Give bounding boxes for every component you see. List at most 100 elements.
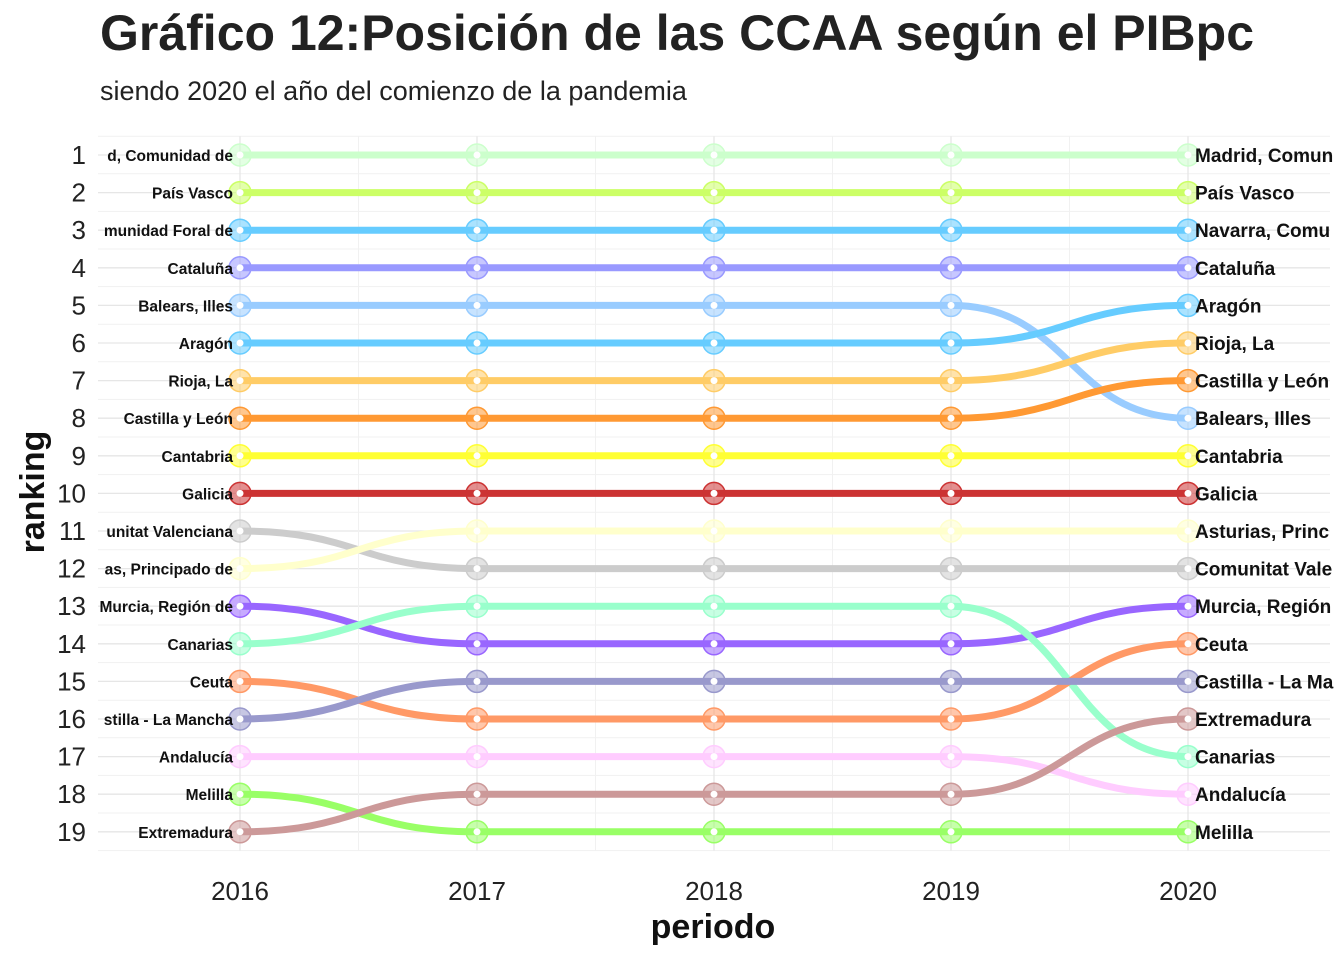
data-point [939, 406, 963, 430]
end-label: Canarias [1195, 748, 1275, 769]
end-label: Asturias, Princ [1195, 522, 1330, 543]
start-label: Castilla y León [124, 411, 233, 428]
data-point [939, 218, 963, 242]
data-point [228, 218, 252, 242]
y-tick-label: 1 [72, 140, 86, 170]
y-tick-label: 9 [72, 441, 86, 471]
data-point [465, 707, 489, 731]
data-point [228, 481, 252, 506]
x-tick-label: 2018 [685, 876, 743, 906]
y-axis-title: ranking [14, 431, 52, 554]
data-point [1176, 707, 1200, 731]
y-tick-label: 6 [72, 328, 86, 358]
data-point [1176, 782, 1200, 806]
data-point [702, 782, 726, 806]
data-point [465, 293, 489, 318]
data-point [465, 669, 489, 694]
end-label: Castilla - La Ma [1195, 672, 1334, 693]
data-point [228, 632, 252, 656]
y-tick-label: 10 [57, 478, 86, 508]
x-axis: 2016 2017 2018 2019 2020 [211, 876, 1217, 906]
y-tick-label: 7 [72, 366, 86, 396]
data-point [228, 368, 252, 393]
start-label: Andalucía [159, 750, 233, 767]
end-label: Navarra, Comu [1195, 221, 1330, 242]
data-point [702, 180, 726, 205]
data-point [702, 293, 726, 318]
start-label: unitat Valenciana [106, 524, 233, 541]
data-point [1176, 481, 1200, 506]
data-point [939, 669, 963, 694]
x-axis-title: periodo [651, 908, 776, 946]
data-point [702, 519, 726, 543]
data-point [1176, 180, 1200, 205]
end-label: Extremadura [1195, 710, 1312, 731]
data-point [939, 143, 963, 167]
data-point [702, 256, 726, 280]
data-point [1176, 669, 1200, 694]
data-point [1176, 406, 1200, 430]
x-tick-label: 2017 [448, 876, 506, 906]
data-point [939, 256, 963, 280]
data-point [939, 707, 963, 731]
end-label: Balears, Illes [1195, 409, 1311, 430]
data-point [465, 556, 489, 581]
data-point [939, 519, 963, 543]
end-label: Aragón [1195, 296, 1262, 317]
y-tick-label: 16 [57, 704, 86, 734]
end-label: Galicia [1195, 484, 1258, 505]
data-point [228, 143, 252, 167]
start-label: País Vasco [152, 186, 233, 203]
start-label: Cataluña [168, 261, 234, 278]
data-point [228, 444, 252, 468]
y-tick-label: 15 [57, 666, 86, 696]
data-point [228, 331, 252, 355]
data-point [1176, 744, 1200, 769]
start-label: Rioja, La [168, 374, 233, 391]
data-point [465, 632, 489, 656]
start-label: munidad Foral de [104, 223, 234, 240]
start-label: stilla - La Mancha [104, 712, 234, 729]
data-point [702, 744, 726, 769]
data-point [702, 368, 726, 393]
data-point [939, 481, 963, 506]
start-label: d, Comunidad de [107, 148, 233, 165]
data-point [702, 669, 726, 694]
data-point [465, 444, 489, 468]
data-point [465, 594, 489, 618]
data-point [939, 820, 963, 844]
data-point [1176, 632, 1200, 656]
end-label: Rioja, La [1195, 334, 1275, 355]
start-label: Canarias [168, 637, 233, 654]
data-point [1176, 594, 1200, 618]
data-point [702, 331, 726, 355]
data-point [465, 481, 489, 506]
data-point [228, 782, 252, 806]
data-point [1176, 820, 1200, 844]
data-point [465, 368, 489, 393]
y-tick-label: 4 [72, 253, 86, 283]
x-tick-label: 2020 [1159, 876, 1217, 906]
data-point [939, 556, 963, 581]
data-point [228, 669, 252, 694]
y-tick-label: 2 [72, 178, 86, 208]
data-point [702, 820, 726, 844]
y-tick-label: 3 [72, 215, 86, 245]
end-label: Cataluña [1195, 259, 1276, 280]
y-tick-label: 5 [72, 290, 86, 320]
end-label: Madrid, Comun [1195, 146, 1333, 167]
x-tick-label: 2016 [211, 876, 269, 906]
data-point [465, 406, 489, 430]
start-labels: d, Comunidad de País Vasco munidad Foral d… [100, 148, 234, 842]
data-point [465, 180, 489, 205]
data-point [465, 256, 489, 280]
end-label: Andalucía [1195, 785, 1286, 806]
data-point [465, 519, 489, 543]
data-point [702, 707, 726, 731]
data-point [465, 744, 489, 769]
y-tick-label: 18 [57, 779, 86, 809]
y-tick-label: 17 [57, 742, 86, 772]
data-point [939, 632, 963, 656]
